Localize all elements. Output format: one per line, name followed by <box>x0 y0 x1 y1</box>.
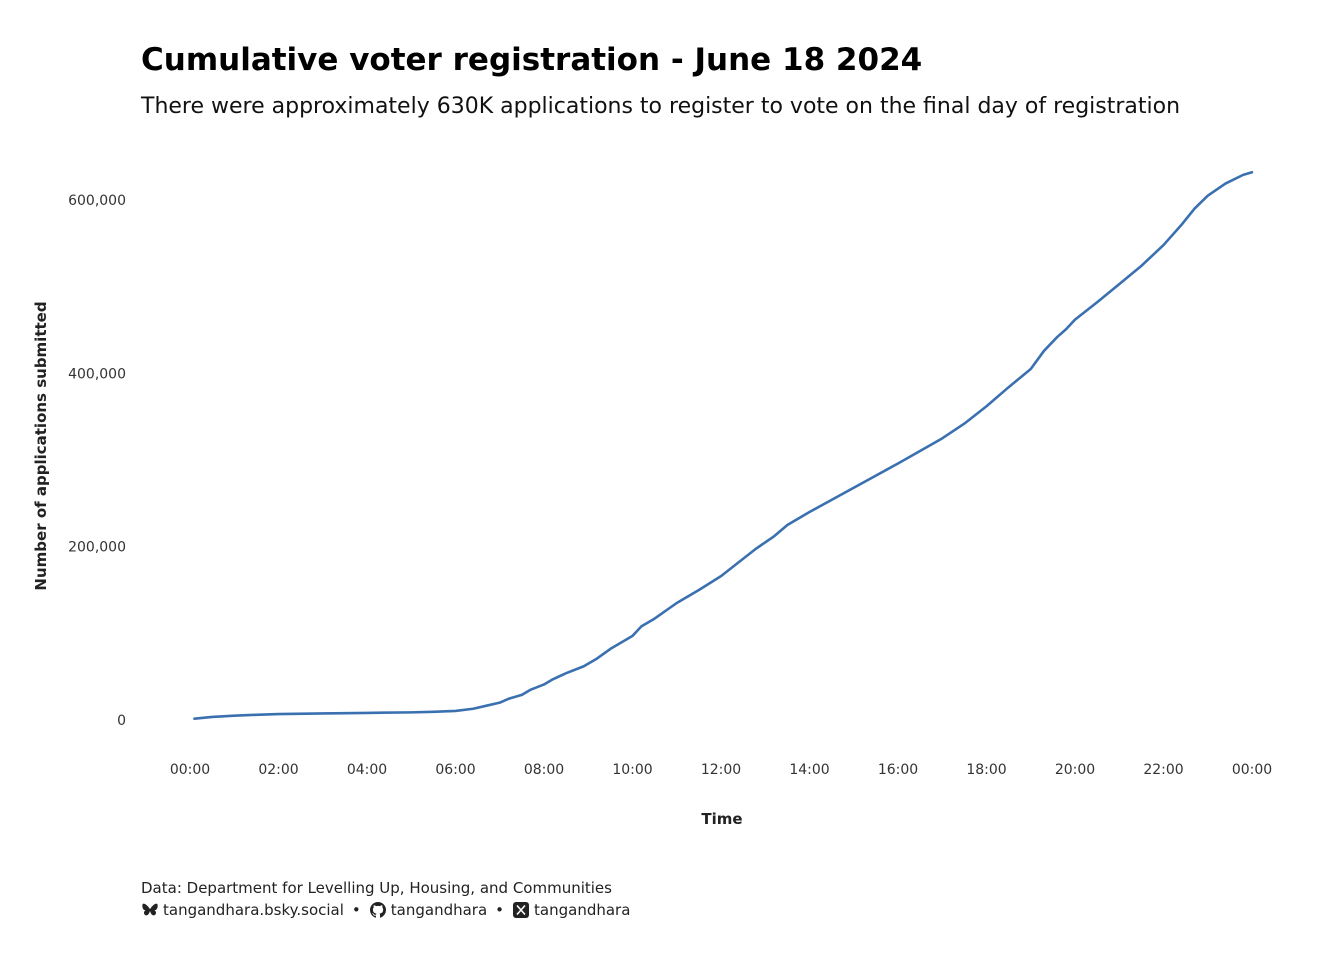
y-tick-label: 600,000 <box>68 193 126 209</box>
x-tick-label: 14:00 <box>789 762 829 778</box>
y-tick-label: 200,000 <box>68 540 126 556</box>
butterfly-icon <box>142 903 158 916</box>
y-tick-label: 0 <box>117 713 126 729</box>
series-line <box>193 170 1254 720</box>
x-tick-label: 06:00 <box>435 762 475 778</box>
y-axis-ticks: 0 200,000 400,000 600,000 <box>68 193 126 729</box>
chart-subtitle: There were approximately 630K applicatio… <box>141 94 1181 119</box>
x-tick-label: 02:00 <box>258 762 298 778</box>
x-tick-label: 00:00 <box>1232 762 1272 778</box>
x-tick-label: 00:00 <box>170 762 210 778</box>
x-tick-label: 16:00 <box>878 762 918 778</box>
caption-source: Data: Department for Levelling Up, Housi… <box>141 879 612 897</box>
caption-socials: tangandhara.bsky.social • tangandhara • … <box>141 899 630 921</box>
x-handle[interactable]: tangandhara <box>534 901 631 919</box>
x-axis-label: Time <box>701 810 742 828</box>
x-tick-label: 10:00 <box>612 762 652 778</box>
series-layer <box>193 170 1254 720</box>
caption: Data: Department for Levelling Up, Housi… <box>141 877 630 921</box>
x-tick-label: 20:00 <box>1055 762 1095 778</box>
x-tick-label: 12:00 <box>701 762 741 778</box>
y-axis-label: Number of applications submitted <box>32 301 50 590</box>
x-tick-label: 22:00 <box>1143 762 1183 778</box>
separator: • <box>495 901 505 919</box>
x-axis-ticks: 00:00 02:00 04:00 06:00 08:00 10:00 12:00 14:00… <box>170 762 1272 778</box>
separator: • <box>351 901 361 919</box>
x-tick-label: 04:00 <box>347 762 387 778</box>
github-icon <box>369 902 386 918</box>
github-handle[interactable]: tangandhara <box>390 901 488 919</box>
line-chart: 0 200,000 400,000 600,000 00:00 02:00 04:00 06… <box>32 170 1272 828</box>
y-tick-label: 400,000 <box>68 366 126 382</box>
x-tick-label: 18:00 <box>966 762 1006 778</box>
chart-title: Cumulative voter registration - June 18 … <box>141 42 923 78</box>
x-tick-label: 08:00 <box>524 762 564 778</box>
bluesky-handle[interactable]: tangandhara.bsky.social <box>163 901 344 919</box>
x-logo-icon <box>513 902 530 918</box>
